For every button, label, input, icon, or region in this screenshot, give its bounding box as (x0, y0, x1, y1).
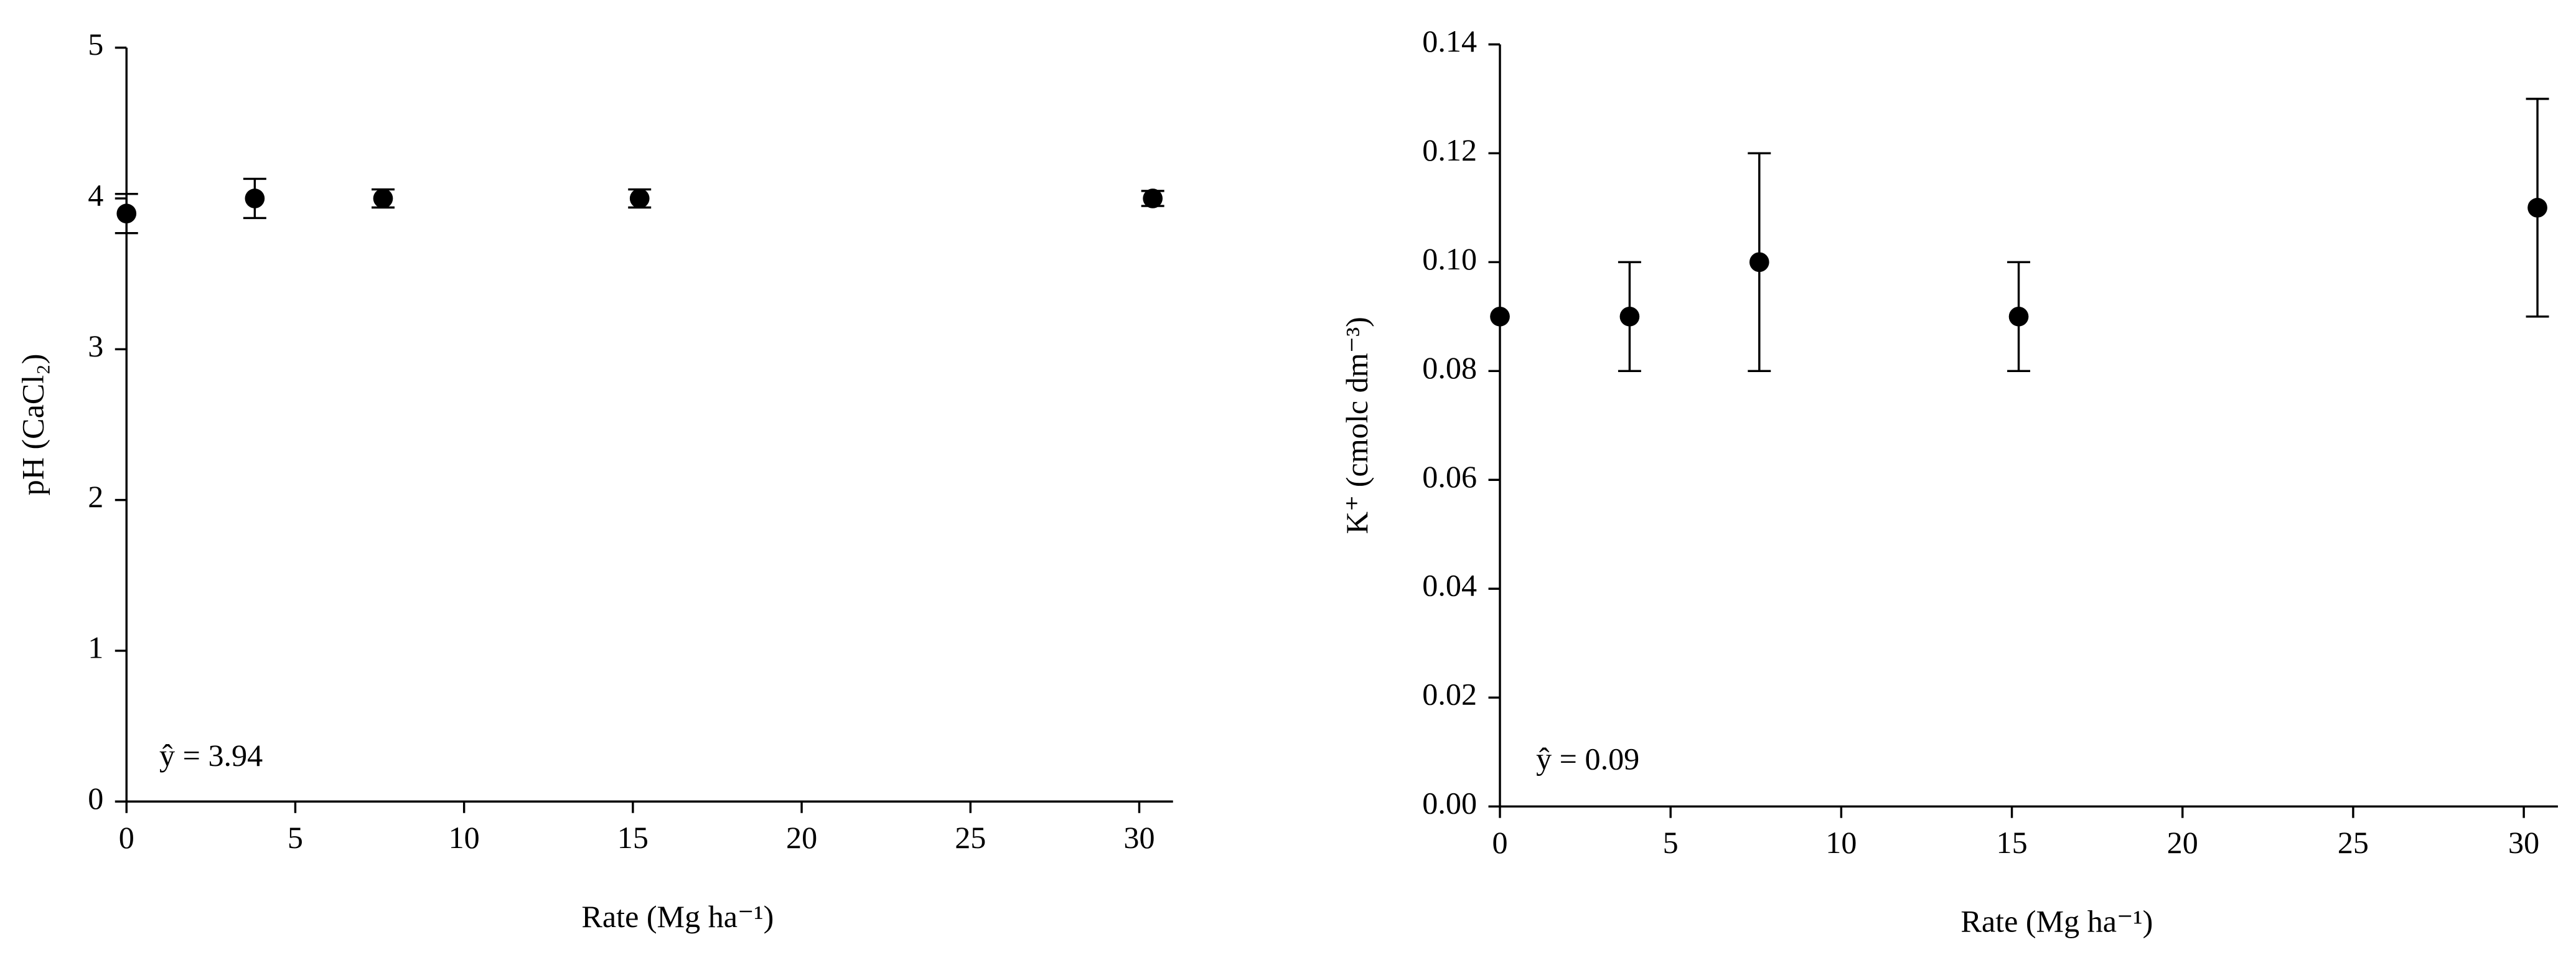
point (116, 203, 137, 224)
x-tick-label: 0 (1492, 825, 1507, 860)
x-tick-label: 25 (2338, 825, 2369, 860)
x-tick-label: 10 (1825, 825, 1857, 860)
point (373, 189, 393, 208)
y-tick-label: 2 (88, 479, 103, 514)
y-tick-label: 0.02 (1422, 677, 1477, 712)
y-tick-label: 0.04 (1422, 568, 1477, 603)
point (1749, 252, 1769, 273)
point (1619, 306, 1640, 327)
point (2008, 306, 2029, 327)
y-tick-label: 0.12 (1422, 133, 1477, 167)
y-tick-label: 0.14 (1422, 24, 1477, 58)
y-axis-label: K⁺ (cmolc dm⁻³) (1339, 317, 1374, 534)
point (2527, 197, 2547, 218)
x-tick-label: 15 (617, 820, 649, 855)
x-tick-label: 10 (449, 820, 480, 855)
y-tick-label: 0.06 (1422, 459, 1477, 494)
x-axis-label: Rate (Mg ha⁻¹) (1960, 904, 2153, 939)
annotation: ŷ = 0.09 (1536, 741, 1639, 776)
y-tick-label: 4 (88, 177, 103, 212)
x-axis-label: Rate (Mg ha⁻¹) (581, 899, 774, 934)
y-tick-label: 5 (88, 27, 103, 62)
x-tick-label: 25 (955, 820, 986, 855)
annotation: ŷ = 3.94 (159, 738, 263, 773)
x-tick-label: 0 (119, 820, 134, 855)
point (245, 189, 265, 208)
x-tick-label: 20 (2167, 825, 2198, 860)
x-tick-label: 5 (1663, 825, 1679, 860)
x-tick-label: 30 (2508, 825, 2539, 860)
point (1490, 306, 1510, 327)
y-tick-label: 0.08 (1422, 350, 1477, 385)
x-tick-label: 15 (1997, 825, 2028, 860)
y-tick-label: 3 (88, 329, 103, 363)
y-tick-label: 1 (88, 630, 103, 664)
point (629, 189, 650, 208)
point (1143, 189, 1163, 208)
y-tick-label: 0 (88, 781, 103, 816)
x-tick-label: 5 (288, 820, 303, 855)
y-axis-label: pH (CaCl₂) (16, 354, 50, 496)
y-tick-label: 0.10 (1422, 241, 1477, 276)
y-tick-label: 0.00 (1422, 786, 1477, 821)
x-tick-label: 30 (1123, 820, 1155, 855)
x-tick-label: 20 (786, 820, 817, 855)
